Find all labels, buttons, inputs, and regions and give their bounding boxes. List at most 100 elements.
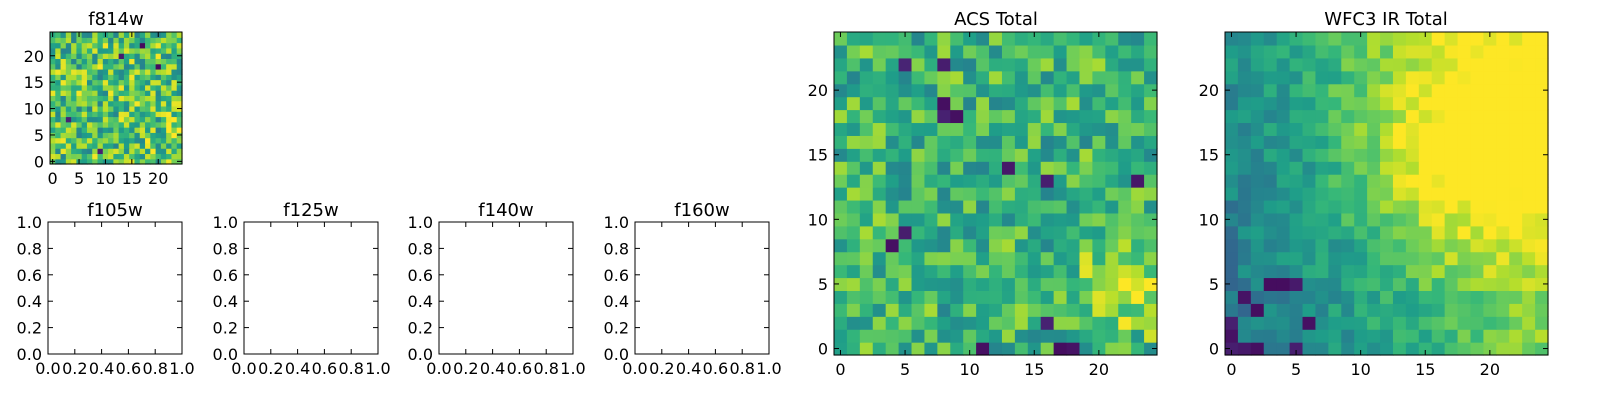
heatmap-cell <box>950 225 964 240</box>
heatmap-cell <box>1263 161 1278 175</box>
heatmap-cell <box>81 68 88 75</box>
heatmap-cell <box>924 96 938 111</box>
heatmap-cell <box>113 127 120 133</box>
heatmap-cell <box>1431 251 1446 266</box>
heatmap-cell <box>1105 187 1119 201</box>
heatmap-cell <box>1341 342 1355 356</box>
heatmap-cell <box>1040 135 1055 149</box>
heatmap-cell <box>1509 70 1523 85</box>
heatmap-cell <box>924 57 938 72</box>
heatmap-cell <box>50 95 56 102</box>
heatmap-cell <box>1509 264 1523 279</box>
heatmap-cell <box>1470 342 1484 356</box>
heatmap-cell <box>76 37 83 44</box>
heatmap-cell <box>846 57 861 72</box>
heatmap-cell <box>1225 264 1239 279</box>
heatmap-cell <box>1302 329 1317 343</box>
heatmap-cell <box>1444 342 1459 356</box>
heatmap-cell <box>937 329 951 343</box>
heatmap-cell <box>1392 187 1407 201</box>
heatmap-cell <box>50 84 56 91</box>
heatmap-cell <box>71 148 77 155</box>
heatmap-cell <box>129 105 136 112</box>
heatmap-cell <box>118 142 125 149</box>
heatmap-cell <box>123 132 130 139</box>
heatmap-cell <box>1053 303 1068 317</box>
heatmap-cell <box>1392 212 1407 227</box>
heatmap-cell <box>71 127 77 133</box>
heatmap-cell <box>1027 303 1042 317</box>
heatmap-cell <box>898 251 913 266</box>
heatmap-cell <box>176 63 183 70</box>
heatmap-cell <box>1392 32 1407 46</box>
heatmap-cell <box>1250 44 1265 59</box>
heatmap-cell <box>155 84 162 91</box>
heatmap-cell <box>113 111 120 118</box>
heatmap-cell <box>1457 122 1472 136</box>
heatmap-cell <box>1276 316 1291 330</box>
heatmap-cell <box>1263 316 1278 330</box>
heatmap-cell <box>81 63 88 70</box>
heatmap-cell <box>1367 303 1381 317</box>
heatmap-cell <box>81 142 88 149</box>
y-tick-label: 0.4 <box>213 292 238 311</box>
heatmap-cell <box>1367 316 1381 330</box>
heatmap-cell <box>123 100 130 107</box>
heatmap-cell <box>176 148 183 155</box>
heatmap-cell <box>1250 57 1265 72</box>
heatmap-cell <box>108 132 114 139</box>
heatmap-cell <box>155 74 162 81</box>
heatmap-cell <box>1431 316 1446 330</box>
panel-title: ACS Total <box>954 9 1038 30</box>
heatmap-cell <box>1522 161 1536 175</box>
heatmap-cell <box>950 70 964 85</box>
heatmap-cell <box>145 153 151 160</box>
heatmap-cell <box>171 142 178 149</box>
heatmap-cell <box>145 137 151 144</box>
heatmap-cell <box>145 148 151 155</box>
heatmap-cell <box>963 83 977 98</box>
heatmap-cell <box>1405 148 1420 162</box>
heatmap-cell <box>846 96 861 111</box>
heatmap-cell <box>1014 44 1029 59</box>
heatmap-cell <box>76 90 83 96</box>
heatmap-cell <box>1001 122 1016 136</box>
heatmap-cell <box>1380 96 1394 111</box>
heatmap-cell <box>924 83 938 98</box>
heatmap-cell <box>81 153 88 160</box>
heatmap-cell <box>885 187 900 201</box>
heatmap-cell <box>1418 342 1433 356</box>
heatmap-cell <box>171 95 178 102</box>
heatmap-cell <box>1354 57 1368 72</box>
heatmap-cell <box>1250 83 1265 98</box>
heatmap-cell <box>1053 212 1068 227</box>
y-tick-label: 1.0 <box>213 213 238 232</box>
heatmap-cell <box>1237 174 1252 188</box>
heatmap-cell <box>1392 342 1407 356</box>
heatmap-cell <box>859 303 874 317</box>
heatmap-cell <box>86 79 93 86</box>
heatmap-cell <box>1302 135 1317 149</box>
heatmap-cell <box>859 148 874 162</box>
heatmap-cell <box>1483 135 1497 149</box>
heatmap-cell <box>55 142 62 149</box>
heatmap-cell <box>1263 290 1278 304</box>
heatmap-cell <box>1431 212 1446 227</box>
heatmap-cell <box>859 212 874 227</box>
heatmap-cell <box>1237 329 1252 343</box>
heatmap-cell <box>1014 277 1029 291</box>
heatmap-cell <box>76 132 83 139</box>
heatmap-cell <box>166 84 173 91</box>
heatmap-cell <box>50 63 56 70</box>
heatmap-cell <box>1509 32 1523 46</box>
heatmap-cell <box>1328 135 1342 149</box>
heatmap-cell <box>1509 96 1523 111</box>
heatmap-cell <box>55 37 62 44</box>
heatmap-cell <box>60 79 67 86</box>
heatmap-cell <box>989 70 1003 85</box>
heatmap-cell <box>1302 44 1317 59</box>
heatmap-cell <box>92 100 99 107</box>
heatmap-cell <box>1289 187 1304 201</box>
heatmap-cell <box>1131 135 1145 149</box>
heatmap-cell <box>1302 57 1317 72</box>
